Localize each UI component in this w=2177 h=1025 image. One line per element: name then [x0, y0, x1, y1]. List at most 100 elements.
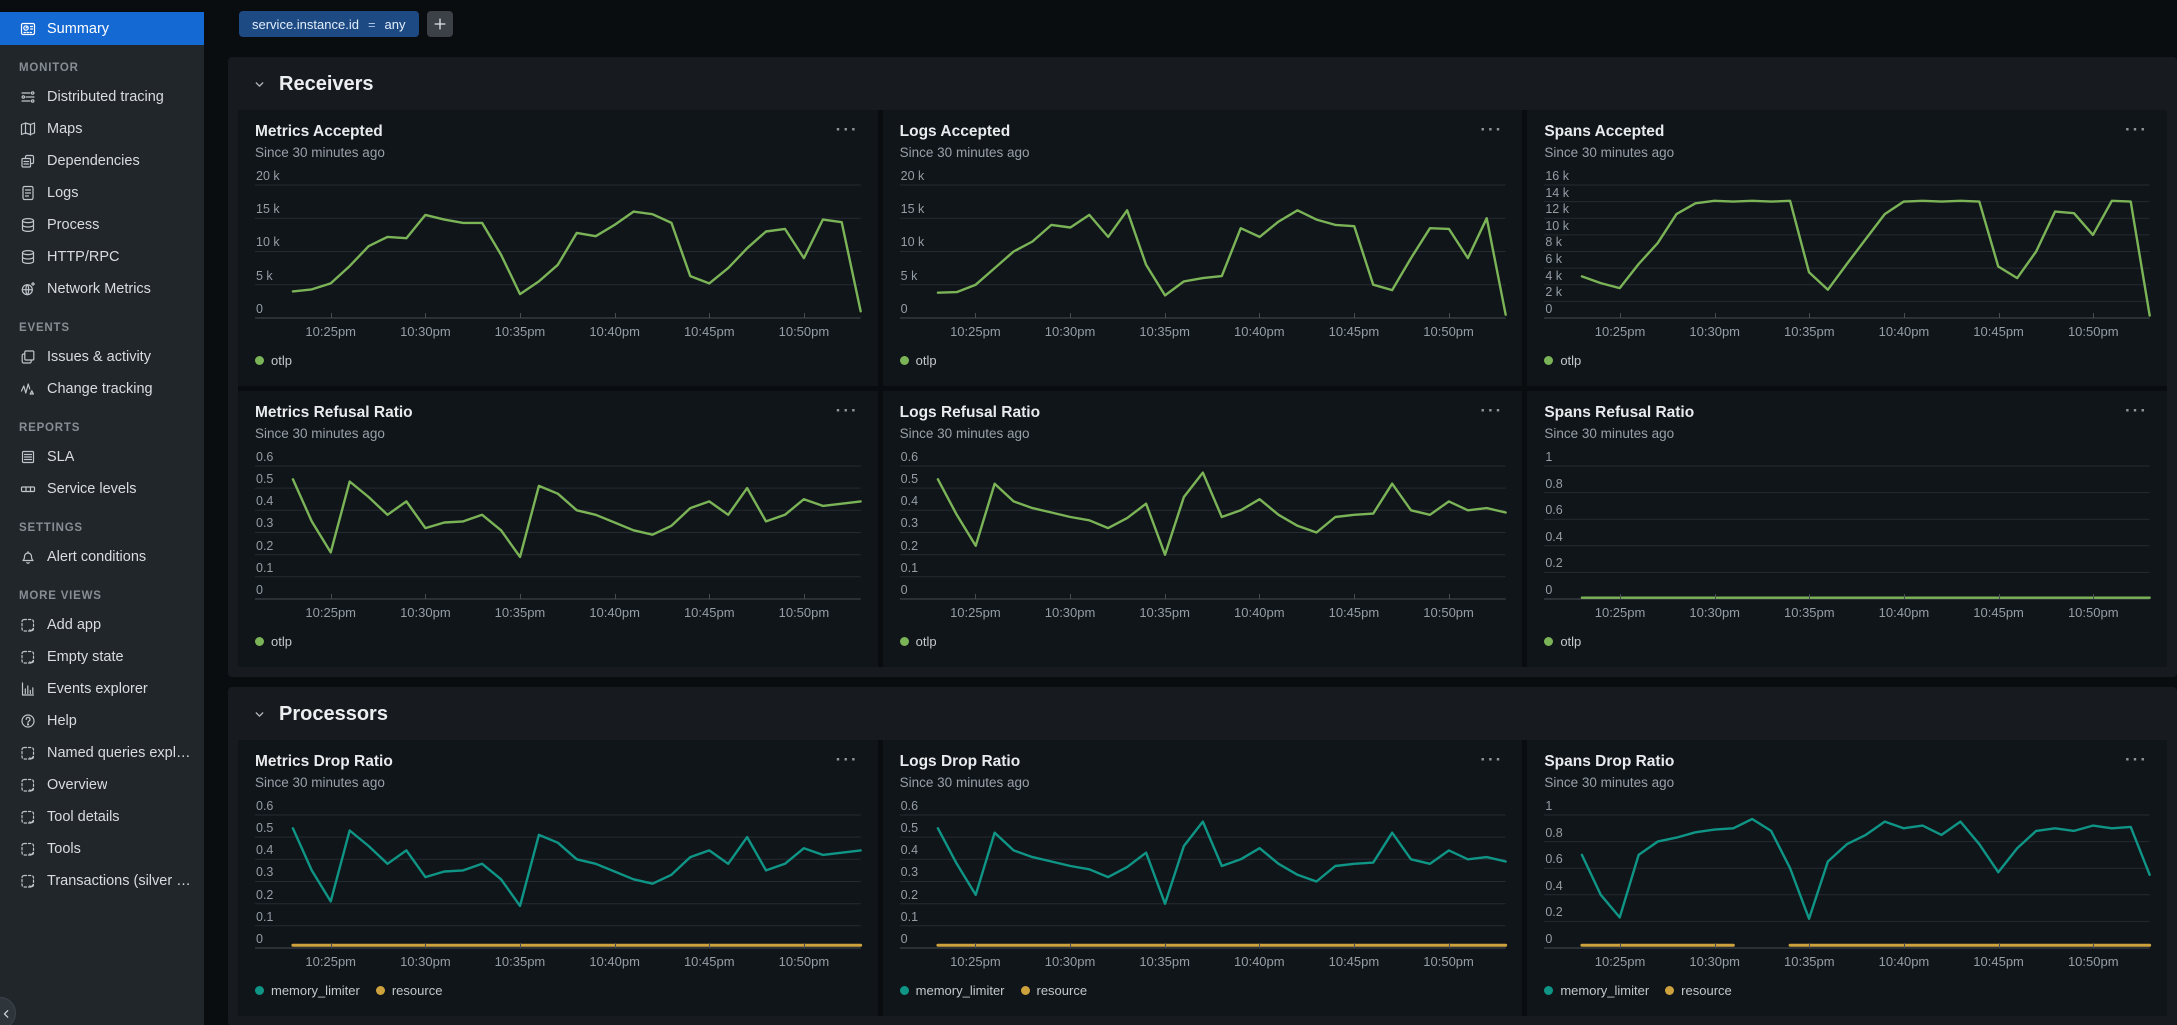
legend-item-otlp[interactable]: otlp [899, 634, 937, 649]
y-axis-label: 0.8 [1545, 476, 1563, 491]
chart-plot[interactable] [900, 175, 1506, 318]
x-axis-label: 10:25pm [1594, 605, 1646, 620]
sidebar-item-logs[interactable]: Logs [0, 177, 204, 209]
panel-menu-button[interactable]: ··· [1480, 120, 1504, 139]
y-axis-label: 1 [1545, 449, 1553, 464]
x-axis-tick [614, 594, 616, 599]
legend-item-otlp[interactable]: otlp [1544, 634, 1581, 649]
y-axis-label: 0.3 [256, 516, 274, 531]
section-header-processors[interactable]: Processors [238, 695, 2167, 740]
add-filter-button[interactable] [426, 11, 453, 37]
x-axis-label: 10:25pm [950, 605, 1001, 620]
sidebar-item-change-tracking[interactable]: Change tracking [0, 373, 204, 405]
sidebar-item-maps[interactable]: Maps [0, 113, 204, 145]
y-axis-label: 0.2 [900, 538, 919, 553]
chart-legend: memory_limiter resource [899, 983, 1506, 998]
panel-menu-button[interactable]: ··· [835, 750, 859, 769]
sidebar-item-label: Process [47, 217, 100, 233]
dashed-icon [19, 841, 36, 858]
sidebar-item-dependencies[interactable]: Dependencies [0, 145, 204, 177]
chart-plot[interactable] [255, 805, 861, 948]
line-chart[interactable]: 20 k 15 k 10 k 5 k 0 10:25pm 10:30pm 10:35pm 10:… [900, 169, 1506, 349]
sidebar-item-add-app[interactable]: Add app [0, 609, 204, 641]
y-axis-label: 0 [1545, 932, 1553, 946]
chart-plot[interactable] [1544, 805, 2150, 948]
chart-plot[interactable] [255, 456, 861, 599]
chart-legend: otlp [1544, 634, 2150, 649]
sidebar-item-network-metrics[interactable]: Network Metrics [0, 273, 204, 305]
chart-plot[interactable] [255, 175, 861, 318]
sidebar-item-transactions-silver-sign[interactable]: Transactions (silver sign… [0, 865, 204, 897]
legend-item-otlp[interactable]: otlp [899, 353, 937, 368]
y-axis-label: 0.2 [1545, 556, 1563, 571]
sidebar-item-alert-conditions[interactable]: Alert conditions [0, 541, 204, 573]
sidebar-item-named-queries-explorer[interactable]: Named queries explorer [0, 737, 204, 769]
legend-item-memory_limiter[interactable]: memory_limiter [255, 983, 360, 998]
sidebar-item-help[interactable]: Help [0, 705, 204, 737]
x-axis-tick [519, 594, 521, 599]
sidebar-item-distributed-tracing[interactable]: Distributed tracing [0, 81, 204, 113]
legend-label: resource [1681, 983, 1732, 998]
sidebar-item-label: Help [47, 713, 77, 729]
sidebar-item-label: Tools [47, 841, 81, 857]
panel-menu-button[interactable]: ··· [835, 401, 859, 420]
panel-menu-button[interactable]: ··· [2125, 750, 2148, 769]
line-chart[interactable]: 0.6 0.5 0.4 0.3 0.2 0.1 0 10:25pm 10:30pm 10:35pm… [255, 450, 861, 630]
panel-menu-button[interactable]: ··· [1480, 401, 1504, 420]
y-axis-label: 0.4 [900, 843, 919, 858]
chart-plot[interactable] [900, 456, 1506, 599]
sidebar-item-label: Issues & activity [47, 349, 151, 365]
y-axis-label: 8 k [1545, 235, 1563, 250]
panel-menu-button[interactable]: ··· [2125, 401, 2148, 420]
legend-item-resource[interactable]: resource [1020, 983, 1087, 998]
section-header-receivers[interactable]: Receivers [238, 65, 2167, 110]
panel-title: Logs Drop Ratio [899, 753, 1021, 770]
chart-plot[interactable] [900, 805, 1506, 948]
panel-menu-button[interactable]: ··· [835, 120, 859, 139]
sidebar-item-events-explorer[interactable]: Events explorer [0, 673, 204, 705]
y-axis-label: 0.6 [1545, 852, 1563, 867]
line-chart[interactable]: 0.6 0.5 0.4 0.3 0.2 0.1 0 10:25pm 10:30pm 10:35pm… [255, 799, 861, 979]
y-axis-label: 20 k [256, 168, 280, 183]
line-chart[interactable]: 20 k 15 k 10 k 5 k 0 10:25pm 10:30pm 10:35pm 10:… [255, 169, 861, 349]
sidebar-item-label: HTTP/RPC [47, 249, 120, 265]
chart-plot[interactable] [1544, 456, 2150, 599]
legend-item-otlp[interactable]: otlp [1544, 353, 1581, 368]
chart-plot[interactable] [1544, 175, 2150, 318]
legend-item-otlp[interactable]: otlp [255, 353, 292, 368]
sidebar-item-http-rpc[interactable]: HTTP/RPC [0, 241, 204, 273]
legend-item-resource[interactable]: resource [375, 983, 443, 998]
filter-pill[interactable]: service.instance.id = any [239, 11, 419, 37]
legend-item-resource[interactable]: resource [1665, 983, 1732, 998]
sidebar-item-tools[interactable]: Tools [0, 833, 204, 865]
panel-subtitle: Since 30 minutes ago [899, 145, 1030, 160]
sidebar-item-summary[interactable]: Summary [0, 12, 204, 45]
x-axis-label: 10:45pm [683, 605, 735, 620]
sidebar-item-tool-details[interactable]: Tool details [0, 801, 204, 833]
legend-item-memory_limiter[interactable]: memory_limiter [1544, 983, 1649, 998]
legend-item-otlp[interactable]: otlp [255, 634, 292, 649]
panel-menu-button[interactable]: ··· [1480, 750, 1504, 769]
line-chart[interactable]: 0.6 0.5 0.4 0.3 0.2 0.1 0 10:25pm 10:30pm 10:35pm… [900, 450, 1506, 630]
line-chart[interactable]: 1 0.8 0.6 0.4 0.2 0 10:25pm 10:30pm 10:35pm 10:40… [1544, 799, 2150, 979]
sidebar-collapse-button[interactable] [0, 997, 16, 1025]
sidebar-item-empty-state[interactable]: Empty state [0, 641, 204, 673]
chart-legend: otlp [1544, 353, 2150, 368]
x-axis-tick [803, 943, 805, 948]
sidebar-item-process[interactable]: Process [0, 209, 204, 241]
sidebar-item-service-levels[interactable]: Service levels [0, 473, 204, 505]
sidebar-item-overview[interactable]: Overview [0, 769, 204, 801]
legend-item-memory_limiter[interactable]: memory_limiter [899, 983, 1005, 998]
chevron-down-icon [251, 706, 268, 723]
sidebar-item-sla[interactable]: SLA [0, 441, 204, 473]
panel-menu-button[interactable]: ··· [2125, 120, 2148, 139]
x-axis-tick [709, 943, 711, 948]
line-chart[interactable]: 0.6 0.5 0.4 0.3 0.2 0.1 0 10:25pm 10:30pm 10:35pm… [900, 799, 1506, 979]
line-chart[interactable]: 1 0.8 0.6 0.4 0.2 0 10:25pm 10:30pm 10:35pm 10:40… [1544, 450, 2150, 630]
y-axis-label: 0.2 [256, 887, 274, 902]
x-axis-label: 10:45pm [1328, 324, 1380, 339]
legend-label: resource [391, 983, 443, 998]
sidebar-item-issues-activity[interactable]: Issues & activity [0, 341, 204, 373]
